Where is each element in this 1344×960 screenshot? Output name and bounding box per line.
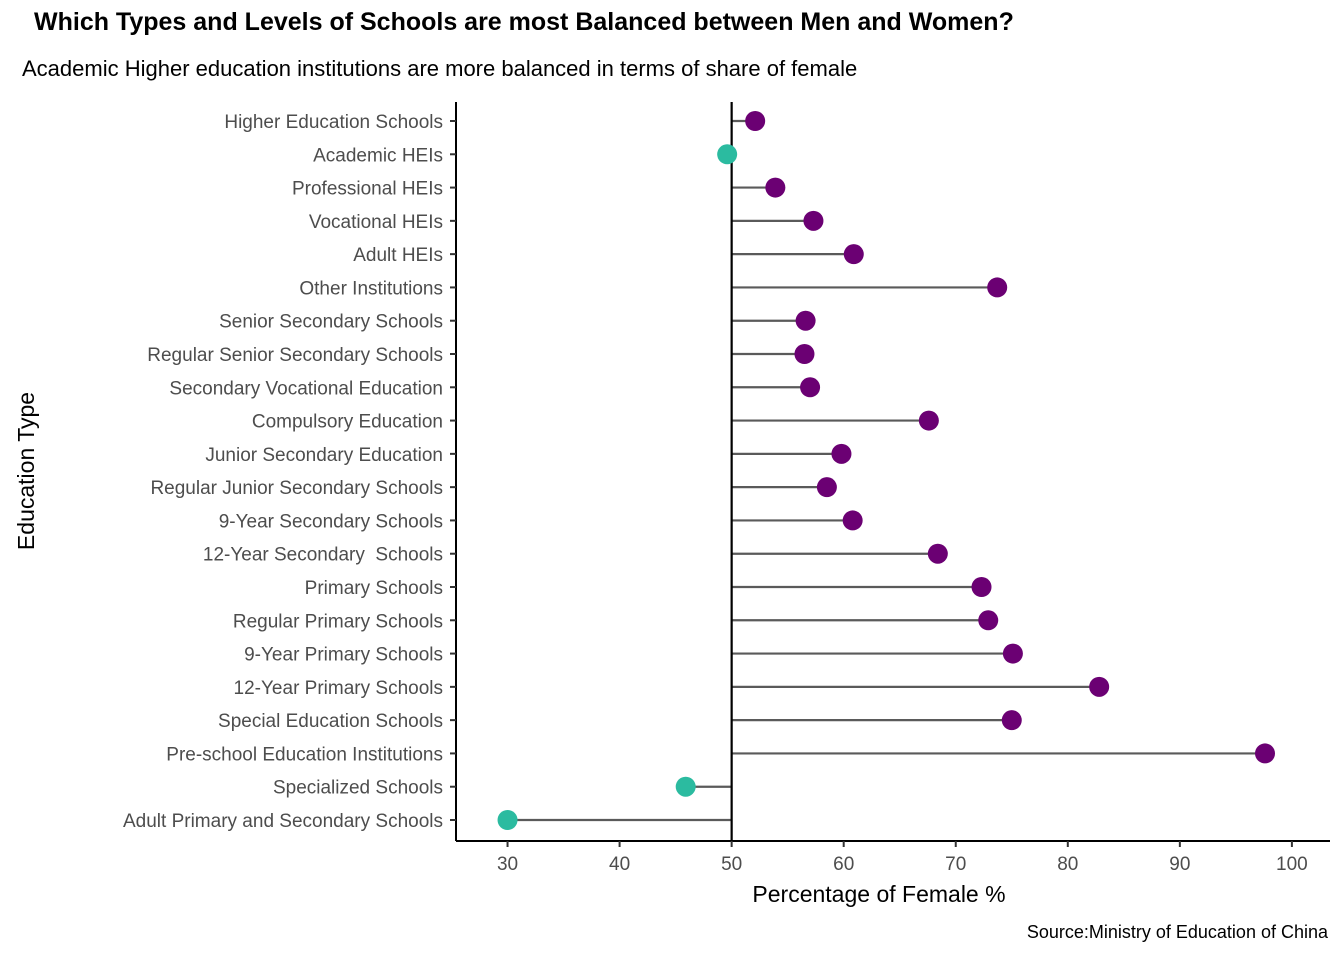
y-tick-label: 9-Year Primary Schools (244, 645, 443, 666)
y-tick-label: Vocational HEIs (309, 212, 443, 233)
lollipop-point (1255, 743, 1276, 764)
points-layer (497, 111, 1276, 830)
y-tick-label: Regular Junior Secondary Schools (150, 478, 443, 499)
segments-layer (507, 119, 1266, 822)
lollipop-point (1001, 710, 1022, 731)
x-axis-ticks: 30 40 50 60 70 80 90 100 (497, 841, 1308, 875)
lollipop-point (816, 477, 837, 498)
lollipop-point (745, 111, 766, 131)
lollipop-point (675, 776, 696, 797)
y-tick-label: Senior Secondary Schools (219, 312, 443, 333)
x-tick-label: 100 (1276, 854, 1308, 875)
x-tick-label: 70 (945, 854, 966, 875)
y-tick-label: Regular Primary Schools (233, 611, 443, 632)
chart-title: Which Types and Levels of Schools are mo… (34, 8, 1014, 36)
y-tick-label: 12-Year Primary Schools (234, 678, 443, 699)
x-tick-label: 40 (609, 854, 630, 875)
x-axis-title: Percentage of Female % (752, 881, 1005, 907)
chart-subtitle: Academic Higher education institutions a… (22, 56, 858, 81)
y-tick-label: 12-Year Secondary Schools (203, 545, 443, 566)
y-tick-label: Compulsory Education (252, 412, 443, 433)
x-tick-label: 50 (721, 854, 742, 875)
y-tick-label: Primary Schools (305, 578, 443, 599)
y-tick-label: Academic HEIs (313, 145, 443, 166)
lollipop-point (717, 144, 738, 165)
lollipop-point (987, 277, 1008, 298)
lollipop-point (794, 344, 815, 364)
lollipop-point (800, 377, 821, 398)
lollipop-point (1002, 643, 1023, 664)
x-tick-label: 60 (833, 854, 854, 875)
lollipop-point (803, 210, 824, 231)
lollipop-point (497, 810, 518, 830)
lollipop-point (918, 410, 939, 431)
y-tick-label: Pre-school Education Institutions (166, 744, 443, 765)
lollipop-point (843, 244, 864, 265)
lollipop-point (971, 577, 992, 597)
y-tick-label: Regular Senior Secondary Schools (147, 345, 443, 366)
chart-caption: Source:Ministry of Education of China (1026, 922, 1328, 942)
lollipop-point (842, 510, 863, 531)
lollipop-point (765, 177, 786, 198)
y-tick-label: Specialized Schools (273, 778, 443, 799)
y-tick-label: Adult Primary and Secondary Schools (123, 811, 443, 832)
x-tick-label: 90 (1169, 854, 1190, 875)
y-tick-label: Adult HEIs (353, 245, 443, 266)
y-tick-label: Special Education Schools (218, 711, 443, 732)
y-axis-ticks: Higher Education Schools Academic HEIs Pro… (123, 112, 456, 832)
y-tick-label: Higher Education Schools (224, 112, 443, 133)
lollipop-point (978, 610, 999, 631)
y-tick-label: 9-Year Secondary Schools (219, 511, 443, 532)
y-tick-label: Secondary Vocational Education (169, 378, 443, 399)
lollipop-point (1089, 676, 1110, 697)
y-axis-title: Education Type (13, 392, 39, 550)
x-tick-label: 30 (497, 854, 518, 875)
lollipop-point (795, 310, 816, 331)
y-tick-label: Junior Secondary Education (205, 445, 443, 466)
y-tick-label: Other Institutions (299, 278, 443, 299)
y-tick-label: Professional HEIs (292, 179, 443, 200)
lollipop-point (831, 443, 852, 464)
x-tick-label: 80 (1057, 854, 1078, 875)
lollipop-point (927, 543, 948, 564)
